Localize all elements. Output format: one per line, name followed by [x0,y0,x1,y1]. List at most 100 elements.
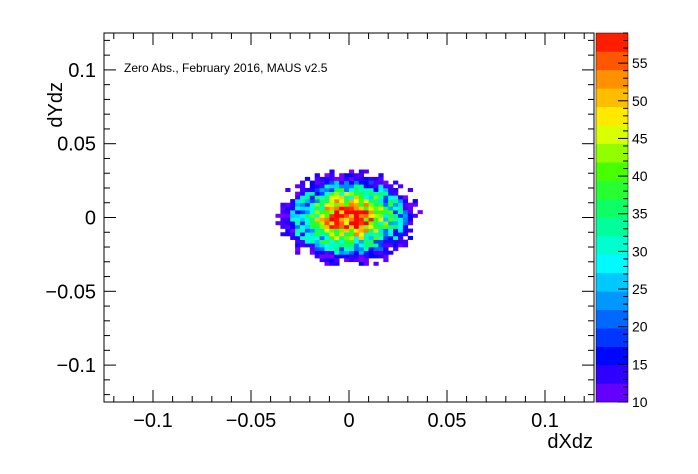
heatmap-cell [378,173,384,178]
heatmap-cell [339,217,345,222]
heatmap-cell [383,206,389,211]
heatmap-cell [393,180,399,185]
heatmap-cell [324,235,330,240]
heatmap-cell [373,254,379,259]
x-tick-label: 0.05 [428,410,467,432]
heatmap-cell [358,173,364,178]
heatmap-cell [319,235,325,240]
heatmap-cell [290,232,296,237]
heatmap-cell [383,210,389,215]
colorbar-band [596,125,628,144]
heatmap-cell [353,243,360,248]
heatmap-cell [314,243,320,248]
heatmap-cell [344,213,350,218]
heatmap-cell [373,228,379,233]
x-tick-label: 0 [343,410,354,432]
heatmap-cell [398,224,404,229]
heatmap-cell [309,221,315,226]
heatmap-cell [344,217,350,222]
heatmap-cell [358,250,364,255]
heatmap-cell [295,235,301,240]
heatmap-cell [300,235,306,240]
heatmap-cell [295,210,301,215]
heatmap-cell [309,213,315,218]
heatmap-cell [417,210,423,215]
heatmap-cell [300,191,306,196]
heatmap-cell [398,221,404,226]
heatmap-cell [358,210,364,215]
heatmap-cell [373,195,379,200]
heatmap-cell [373,224,379,229]
heatmap-cell [358,235,364,240]
heatmap-cell [363,250,369,255]
heatmap-cell [329,235,335,240]
heatmap-cell [344,224,350,229]
heatmap-cell [285,213,291,218]
heatmap-cell [339,176,345,181]
heatmap-cell [324,243,330,248]
heatmap-cell [407,217,413,222]
heatmap-cell [398,213,404,218]
heatmap-cell [363,202,369,207]
heatmap-cell [344,199,350,204]
heatmap-cell [304,213,311,218]
heatmap-cell [344,228,350,233]
heatmap-cell [334,199,340,204]
heatmap-cell [349,250,355,255]
heatmap-cell [300,228,306,233]
heatmap-cell [329,232,335,237]
heatmap-cell [373,176,379,181]
heatmap-cell [339,210,345,215]
heatmap-cell [319,243,325,248]
heatmap-cell [319,221,325,226]
heatmap-cell [393,224,399,229]
heatmap-cell [344,180,350,185]
heatmap-cell [324,176,330,181]
heatmap-cell [344,176,350,181]
heatmap-cell [319,232,325,237]
heatmap-cell [368,250,374,255]
heatmap-cell [353,239,360,244]
heatmap-cell [339,221,345,226]
heatmap-cell [334,258,340,263]
heatmap-cell [373,213,379,218]
heatmap-cell [280,210,286,215]
heatmap-cell [373,232,379,237]
heatmap-cell [393,217,399,222]
heatmap-cell [324,213,330,218]
heatmap-cell [314,232,320,237]
heatmap-cell [324,195,330,200]
heatmap-cell [339,184,345,189]
heatmap-cell [319,254,325,259]
heatmap-cell [314,187,320,192]
heatmap-cell [363,184,369,189]
heatmap-cell [388,202,394,207]
heatmap-cell [344,254,350,259]
heatmap-cell [309,206,315,211]
heatmap-cell [378,180,384,185]
heatmap-cell [344,206,350,211]
heatmap-cell [407,206,413,211]
heatmap-cell [324,187,330,192]
colorbar-tick-label: 45 [632,130,648,146]
heatmap-cell [378,206,384,211]
y-tick-label: 0 [85,208,96,230]
heatmap-cell [324,247,330,252]
heatmap-cell [349,247,355,252]
y-tick-label: 0.05 [57,134,96,156]
heatmap-cell [373,250,379,255]
heatmap-cell [402,228,409,233]
heatmap-cell [388,228,394,233]
heatmap-cell [319,184,325,189]
heatmap-cell [329,173,335,178]
heatmap-cell [383,180,389,185]
heatmap-cell [339,250,345,255]
heatmap-cell [378,224,384,229]
heatmap-cell [334,224,340,229]
heatmap-cell [378,232,384,237]
heatmap-cell [334,217,340,222]
heatmap-cell [314,176,320,181]
heatmap-cell [304,195,311,200]
heatmap-cell [373,191,379,196]
heatmap-cell [378,235,384,240]
